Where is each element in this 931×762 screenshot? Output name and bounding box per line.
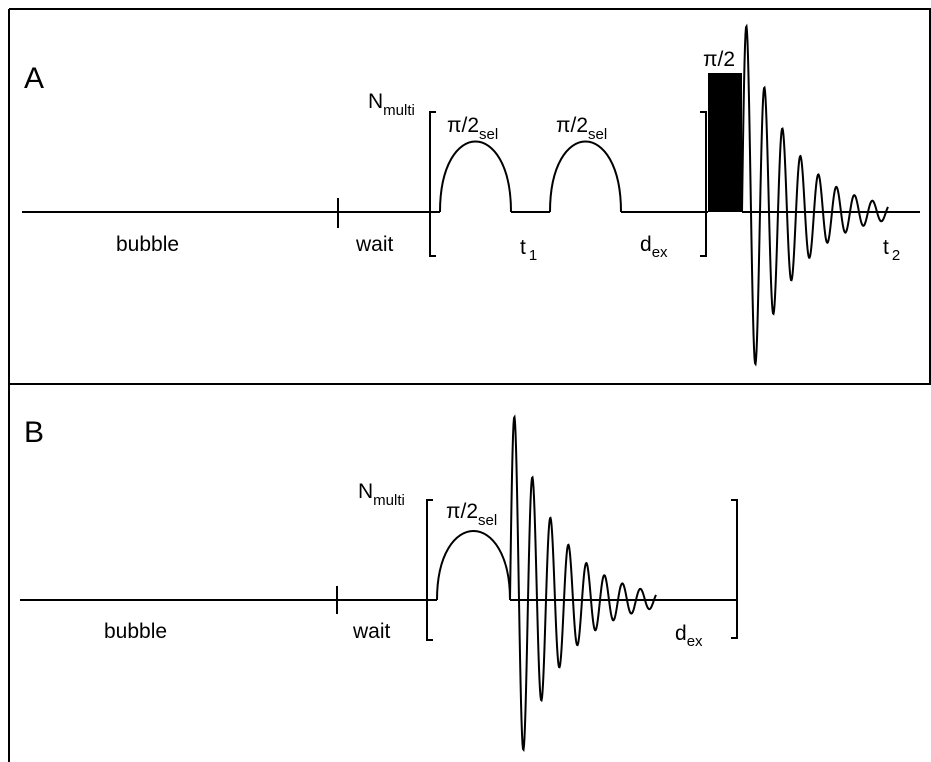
n-base-b: N (358, 480, 373, 503)
selective-pulse-b (436, 530, 511, 601)
hard-pulse-label: π/2 (703, 48, 735, 71)
bubble-label-b: bubble (104, 620, 167, 643)
selective-pulse-a-1 (439, 140, 512, 213)
sel-base-a-2: π/2 (556, 114, 588, 137)
dex-label-b: dex (675, 622, 703, 650)
panel-a-letter: A (24, 62, 44, 95)
panel-a-lines (22, 23, 920, 367)
sel-pulse-label-a-2: π/2sel (556, 114, 607, 143)
bracket-open-b (426, 499, 433, 641)
n-multi-label-b: Nmulti (358, 480, 405, 509)
wait-label-a: wait (355, 233, 394, 256)
dex-base-a: d (640, 233, 652, 256)
sel-sub-a-1: sel (479, 126, 498, 143)
panel-b-lines (20, 414, 738, 753)
panel-b: B bubble wait Nmulti π/2sel dex (20, 414, 738, 753)
sel-pulse-label-a-1: π/2sel (447, 114, 498, 143)
t2-sub: 2 (892, 247, 900, 264)
hard-pulse-block (708, 73, 742, 212)
dex-sub-b: ex (687, 633, 703, 650)
n-sub-a: multi (383, 102, 415, 119)
dex-label-a: dex (640, 233, 668, 261)
wait-label-b: wait (352, 620, 391, 643)
sel-pulse-label-b: π/2sel (446, 500, 497, 529)
sel-base-a-1: π/2 (447, 114, 479, 137)
fid-signal-b (509, 414, 657, 753)
dex-sub-a: ex (652, 244, 668, 261)
bracket-open-a (429, 111, 436, 257)
panel-b-letter: B (24, 416, 44, 449)
bubble-label-a: bubble (116, 233, 179, 256)
t1-sub: 1 (529, 247, 537, 264)
panel-frames (8, 8, 931, 762)
selective-pulse-a-2 (549, 140, 622, 213)
t1-base: t (520, 236, 526, 259)
sel-sub-a-2: sel (588, 126, 607, 143)
n-base-a: N (368, 90, 383, 113)
sel-sub-b: sel (478, 512, 497, 529)
fid-signal-a (741, 23, 889, 367)
dex-base-b: d (675, 622, 687, 645)
t2-base: t (883, 236, 889, 259)
n-sub-b: multi (373, 492, 405, 509)
bracket-close-b (731, 499, 738, 639)
n-multi-label-a: Nmulti (368, 90, 415, 119)
sel-base-b: π/2 (446, 500, 478, 523)
bracket-close-a (700, 111, 707, 257)
